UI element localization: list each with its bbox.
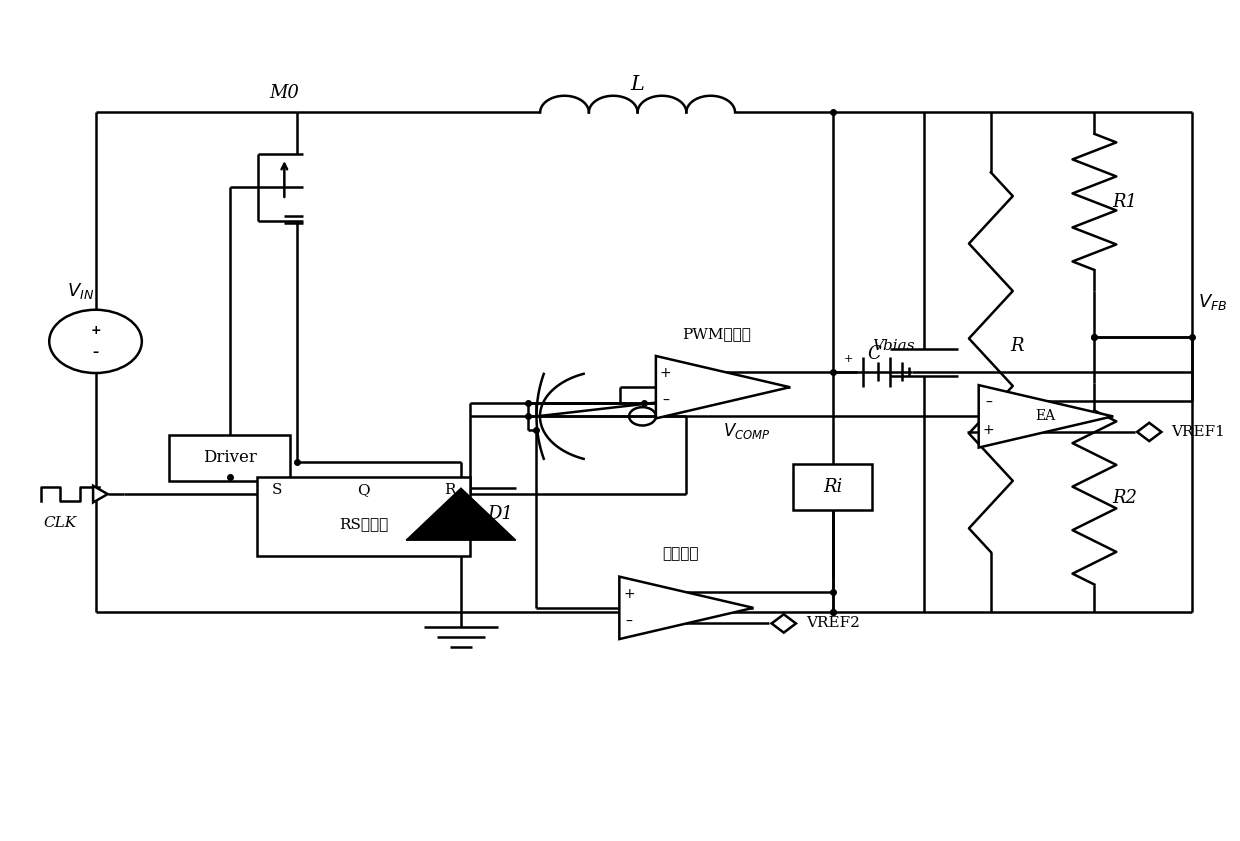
Text: Vbias: Vbias (872, 339, 915, 353)
Text: $V_{FB}$: $V_{FB}$ (1198, 293, 1228, 312)
Polygon shape (771, 614, 796, 632)
Text: $V_{IN}$: $V_{IN}$ (67, 282, 94, 301)
Text: M0: M0 (269, 84, 299, 103)
Text: +: + (624, 587, 635, 601)
Text: +: + (660, 367, 671, 380)
Text: R: R (444, 484, 455, 497)
Polygon shape (656, 356, 790, 419)
Polygon shape (93, 486, 108, 502)
Text: Ri: Ri (823, 479, 842, 496)
Text: –: – (626, 615, 632, 628)
Bar (257, 477, 470, 556)
Text: –: – (93, 346, 99, 359)
Polygon shape (407, 488, 516, 540)
Text: VREF2: VREF2 (806, 616, 859, 631)
Text: R: R (1011, 336, 1024, 355)
Text: R2: R2 (1112, 489, 1137, 506)
Text: S: S (272, 484, 281, 497)
Text: EA: EA (1035, 410, 1055, 423)
Bar (169, 435, 290, 481)
Bar (792, 464, 872, 510)
Text: 电流限制: 电流限制 (662, 547, 698, 562)
Text: –: – (662, 394, 670, 408)
Text: +: + (91, 324, 100, 337)
Text: VREF1: VREF1 (1171, 425, 1225, 439)
Text: CLK: CLK (43, 516, 77, 530)
Text: Driver: Driver (202, 449, 257, 467)
Text: PWM比较器: PWM比较器 (682, 327, 751, 341)
Text: RS触发器: RS触发器 (339, 517, 388, 532)
Text: +: + (982, 423, 994, 437)
Text: $V_{COMP}$: $V_{COMP}$ (723, 421, 771, 442)
Text: D1: D1 (487, 505, 513, 523)
Polygon shape (619, 577, 754, 639)
Text: Q: Q (357, 484, 370, 497)
Text: C: C (868, 345, 882, 362)
Polygon shape (1137, 423, 1162, 442)
Text: R1: R1 (1112, 193, 1137, 211)
Text: +: + (843, 354, 853, 364)
Polygon shape (978, 385, 1112, 447)
Text: L: L (631, 75, 645, 94)
Text: –: – (985, 395, 992, 410)
